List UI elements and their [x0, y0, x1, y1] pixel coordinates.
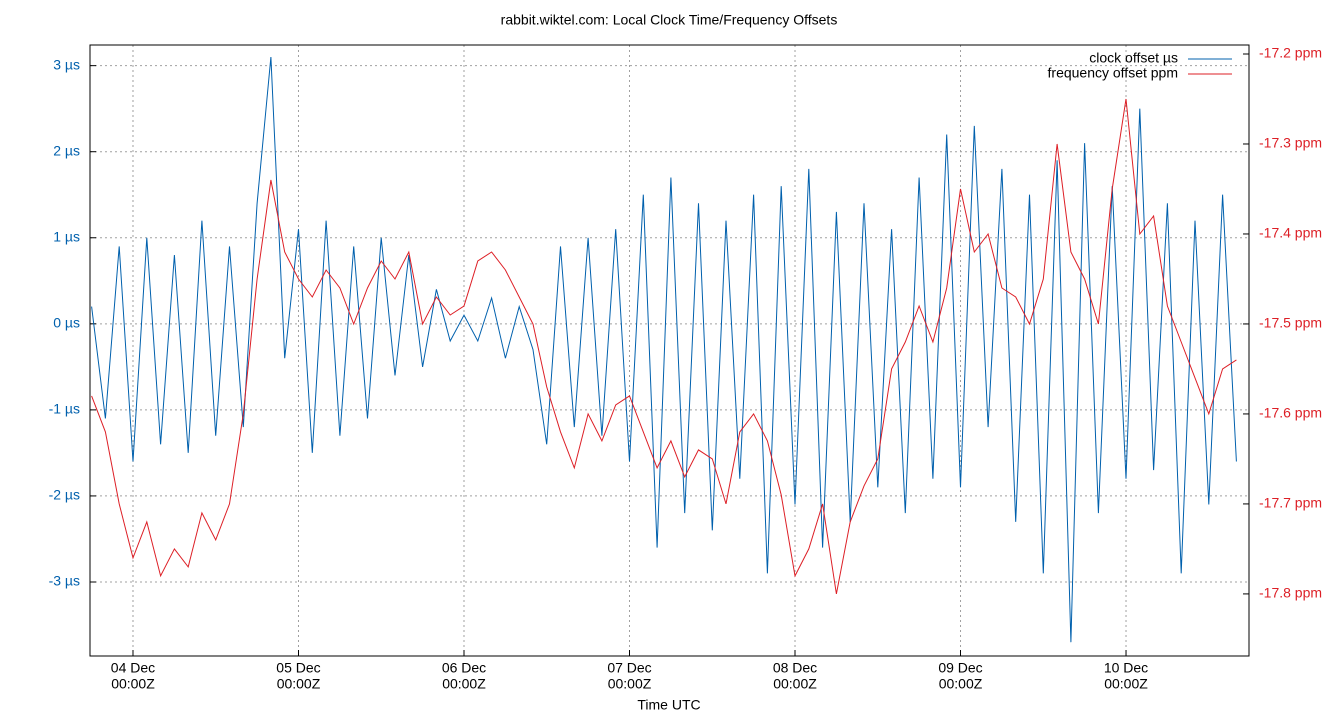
y2-tick-label: -17.3 ppm — [1259, 135, 1322, 151]
legend-label: frequency offset ppm — [1048, 65, 1178, 81]
chart-title: rabbit.wiktel.com: Local Clock Time/Freq… — [501, 12, 838, 28]
x-tick-label: 10 Dec — [1104, 660, 1148, 676]
x-tick-label: 08 Dec — [773, 660, 817, 676]
series-line — [91, 56, 1237, 643]
y-tick-label: -2 µs — [49, 487, 80, 503]
x-tick-label: 00:00Z — [277, 676, 321, 692]
series-line — [91, 98, 1237, 594]
y2-tick-label: -17.6 ppm — [1259, 405, 1322, 421]
x-tick-label: 07 Dec — [607, 660, 651, 676]
y2-tick-label: -17.8 ppm — [1259, 585, 1322, 601]
y-tick-label: -3 µs — [49, 573, 80, 589]
y-tick-label: 0 µs — [53, 315, 80, 331]
y2-tick-label: -17.7 ppm — [1259, 495, 1322, 511]
x-tick-label: 09 Dec — [938, 660, 982, 676]
y2-tick-label: -17.4 ppm — [1259, 225, 1322, 241]
y-tick-label: 1 µs — [53, 228, 80, 244]
x-tick-label: 00:00Z — [1104, 676, 1148, 692]
x-tick-label: 00:00Z — [442, 676, 486, 692]
x-axis-label: Time UTC — [637, 697, 700, 713]
y-tick-label: -1 µs — [49, 401, 80, 417]
x-tick-label: 04 Dec — [111, 660, 155, 676]
x-tick-label: 06 Dec — [442, 660, 486, 676]
y2-tick-label: -17.5 ppm — [1259, 315, 1322, 331]
y-tick-label: 2 µs — [53, 142, 80, 158]
legend-label: clock offset µs — [1089, 50, 1178, 66]
y-tick-label: 3 µs — [53, 56, 80, 72]
x-tick-label: 05 Dec — [276, 660, 320, 676]
x-tick-label: 00:00Z — [773, 676, 817, 692]
x-tick-label: 00:00Z — [939, 676, 983, 692]
x-tick-label: 00:00Z — [608, 676, 652, 692]
x-tick-label: 00:00Z — [111, 676, 155, 692]
y2-tick-label: -17.2 ppm — [1259, 45, 1322, 61]
plot-frame — [89, 44, 1250, 657]
